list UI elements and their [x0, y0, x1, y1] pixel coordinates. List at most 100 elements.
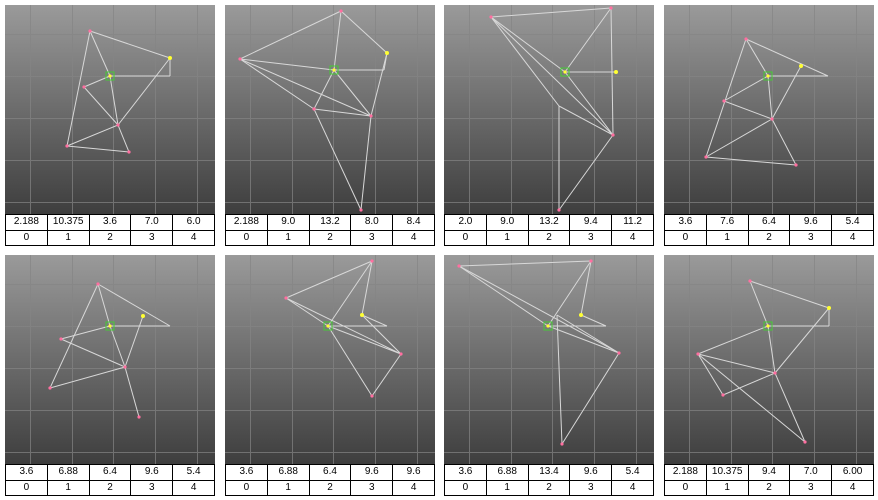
vertex-point[interactable] — [794, 163, 798, 167]
parameter-value-cell[interactable]: 3.6 — [5, 464, 48, 481]
shape-canvas[interactable] — [664, 5, 874, 214]
parameter-value-cell[interactable]: 9.6 — [130, 464, 174, 481]
parameter-value-cell[interactable]: 2.188 — [5, 214, 48, 231]
vertex-point[interactable] — [560, 442, 564, 446]
parameter-value-cell[interactable]: 9.6 — [569, 464, 613, 481]
center-marker[interactable] — [763, 321, 773, 331]
shape-canvas[interactable] — [664, 255, 874, 464]
vertex-point[interactable] — [557, 208, 561, 212]
parameter-value-cell[interactable]: 6.4 — [88, 464, 132, 481]
parameter-value-cell[interactable]: 7.0 — [789, 464, 833, 481]
control-handle[interactable] — [827, 306, 831, 310]
parameter-value-cell[interactable]: 6.88 — [485, 464, 529, 481]
viewport[interactable] — [444, 255, 654, 464]
shape-canvas[interactable] — [225, 255, 435, 464]
center-marker[interactable] — [763, 71, 773, 81]
parameter-value-cell[interactable]: 13.2 — [308, 214, 352, 231]
parameter-value-cell[interactable]: 6.4 — [747, 214, 791, 231]
vertex-point[interactable] — [489, 15, 493, 19]
parameter-value-cell[interactable]: 13.2 — [527, 214, 571, 231]
vertex-point[interactable] — [370, 394, 374, 398]
vertex-point[interactable] — [399, 352, 403, 356]
center-marker[interactable] — [329, 65, 339, 75]
center-marker[interactable] — [560, 67, 570, 77]
parameter-value-cell[interactable]: 13.4 — [527, 464, 571, 481]
center-marker[interactable] — [323, 321, 333, 331]
vertex-point[interactable] — [96, 282, 100, 286]
parameter-value-cell[interactable]: 2.188 — [225, 214, 268, 231]
parameter-value-cell[interactable]: 7.6 — [705, 214, 749, 231]
parameter-value-cell[interactable]: 5.4 — [611, 464, 654, 481]
vertex-point[interactable] — [611, 133, 615, 137]
center-marker[interactable] — [105, 321, 115, 331]
parameter-value-cell[interactable]: 6.0 — [172, 214, 215, 231]
vertex-point[interactable] — [65, 144, 69, 148]
vertex-point[interactable] — [770, 117, 774, 121]
parameter-value-cell[interactable]: 3.6 — [664, 214, 707, 231]
vertex-point[interactable] — [722, 99, 726, 103]
vertex-point[interactable] — [116, 123, 120, 127]
parameter-value-cell[interactable]: 10.375 — [46, 214, 90, 231]
parameter-value-cell[interactable]: 6.88 — [46, 464, 90, 481]
parameter-value-cell[interactable]: 9.0 — [485, 214, 529, 231]
viewport[interactable] — [664, 255, 874, 464]
parameter-value-cell[interactable]: 10.375 — [705, 464, 749, 481]
parameter-value-cell[interactable]: 9.6 — [789, 214, 833, 231]
vertex-point[interactable] — [359, 208, 363, 212]
parameter-value-cell[interactable]: 8.0 — [350, 214, 394, 231]
vertex-point[interactable] — [284, 296, 288, 300]
vertex-point[interactable] — [238, 57, 242, 61]
control-handle[interactable] — [141, 314, 145, 318]
parameter-value-cell[interactable]: 6.00 — [831, 464, 874, 481]
parameter-value-cell[interactable]: 2.188 — [664, 464, 707, 481]
control-handle[interactable] — [385, 51, 389, 55]
vertex-point[interactable] — [59, 337, 63, 341]
vertex-point[interactable] — [48, 386, 52, 390]
parameter-value-cell[interactable]: 3.6 — [88, 214, 132, 231]
vertex-point[interactable] — [339, 9, 343, 13]
vertex-point[interactable] — [748, 279, 752, 283]
viewport[interactable] — [5, 255, 215, 464]
control-handle[interactable] — [360, 313, 364, 317]
control-handle[interactable] — [579, 313, 583, 317]
vertex-point[interactable] — [88, 29, 92, 33]
vertex-point[interactable] — [137, 415, 141, 419]
parameter-value-cell[interactable]: 3.6 — [225, 464, 268, 481]
vertex-point[interactable] — [704, 155, 708, 159]
parameter-value-cell[interactable]: 9.0 — [266, 214, 310, 231]
vertex-point[interactable] — [123, 365, 127, 369]
vertex-point[interactable] — [312, 107, 316, 111]
vertex-point[interactable] — [609, 6, 613, 10]
shape-canvas[interactable] — [444, 255, 654, 464]
vertex-point[interactable] — [773, 371, 777, 375]
vertex-point[interactable] — [369, 114, 373, 118]
vertex-point[interactable] — [127, 150, 131, 154]
control-handle[interactable] — [799, 64, 803, 68]
shape-canvas[interactable] — [5, 5, 215, 214]
parameter-value-cell[interactable]: 8.4 — [392, 214, 435, 231]
viewport[interactable] — [664, 5, 874, 214]
shape-canvas[interactable] — [444, 5, 654, 214]
parameter-value-cell[interactable]: 2.0 — [444, 214, 487, 231]
parameter-value-cell[interactable]: 9.6 — [350, 464, 394, 481]
viewport[interactable] — [225, 5, 435, 214]
center-marker[interactable] — [105, 71, 115, 81]
vertex-point[interactable] — [617, 351, 621, 355]
vertex-point[interactable] — [589, 259, 593, 263]
center-marker[interactable] — [543, 321, 553, 331]
parameter-value-cell[interactable]: 5.4 — [831, 214, 874, 231]
control-handle[interactable] — [614, 70, 618, 74]
viewport[interactable] — [5, 5, 215, 214]
vertex-point[interactable] — [744, 37, 748, 41]
vertex-point[interactable] — [721, 393, 725, 397]
parameter-value-cell[interactable]: 6.4 — [308, 464, 352, 481]
shape-canvas[interactable] — [225, 5, 435, 214]
parameter-value-cell[interactable]: 9.4 — [747, 464, 791, 481]
vertex-point[interactable] — [457, 264, 461, 268]
parameter-value-cell[interactable]: 5.4 — [172, 464, 215, 481]
vertex-point[interactable] — [370, 259, 374, 263]
vertex-point[interactable] — [82, 85, 86, 89]
parameter-value-cell[interactable]: 3.6 — [444, 464, 487, 481]
parameter-value-cell[interactable]: 9.4 — [569, 214, 613, 231]
vertex-point[interactable] — [803, 440, 807, 444]
